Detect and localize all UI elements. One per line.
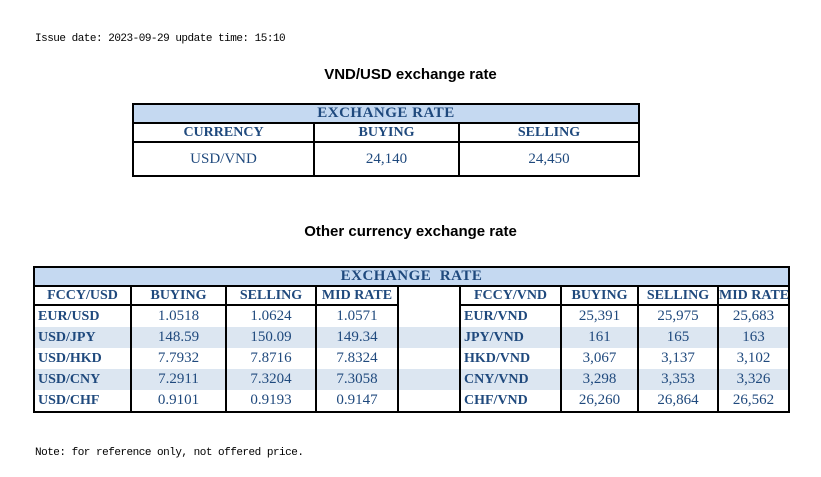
usd-vnd-rate-table: EXCHANGE RATE CURRENCY BUYING SELLING US… bbox=[132, 103, 640, 177]
gap-cell bbox=[397, 327, 461, 348]
issue-date-line: Issue date: 2023-09-29 update time: 15:1… bbox=[35, 33, 286, 45]
table-row: USD/CNY 7.2911 7.3204 7.3058 CNY/VND 3,2… bbox=[33, 369, 791, 390]
currency-pair-cell: USD/HKD bbox=[33, 348, 132, 369]
column-header-selling: SELLING bbox=[458, 122, 640, 143]
buying-rate-cell: 7.2911 bbox=[130, 369, 227, 390]
table-row: USD/JPY 148.59 150.09 149.34 JPY/VND 161… bbox=[33, 327, 791, 348]
currency-pair-cell: USD/CHF bbox=[33, 390, 132, 412]
mid-rate-cell: 163 bbox=[716, 327, 791, 348]
note-line: Note: for reference only, not offered pr… bbox=[35, 447, 304, 459]
table-row: USD/CHF 0.9101 0.9193 0.9147 CHF/VND 26,… bbox=[33, 390, 791, 412]
selling-rate-cell: 7.8716 bbox=[225, 348, 317, 369]
mid-rate-cell: 7.3058 bbox=[315, 369, 399, 390]
buying-rate-cell: 26,260 bbox=[560, 390, 639, 412]
selling-rate-cell: 7.3204 bbox=[225, 369, 317, 390]
column-header-selling-right: SELLING bbox=[637, 286, 719, 306]
currency-pair-cell: EUR/USD bbox=[33, 305, 132, 327]
mid-rate-cell: 26,562 bbox=[716, 390, 791, 412]
column-header-selling-left: SELLING bbox=[225, 286, 317, 306]
currency-pair-cell: USD/CNY bbox=[33, 369, 132, 390]
buying-rate-cell: 24,140 bbox=[313, 141, 460, 177]
buying-rate-cell: 161 bbox=[560, 327, 639, 348]
selling-rate-cell: 0.9193 bbox=[225, 390, 317, 412]
column-header-midrate-right: MID RATE bbox=[716, 286, 791, 306]
table-row: USD/HKD 7.7932 7.8716 7.8324 HKD/VND 3,0… bbox=[33, 348, 791, 369]
mid-rate-cell: 1.0571 bbox=[315, 305, 399, 327]
currency-pair-cell: JPY/VND bbox=[459, 327, 562, 348]
buying-rate-cell: 1.0518 bbox=[130, 305, 227, 327]
gap-cell bbox=[397, 369, 461, 390]
exchange-rate-banner: EXCHANGE RATE bbox=[132, 103, 640, 124]
mid-rate-cell: 0.9147 bbox=[315, 390, 399, 412]
gap-cell bbox=[397, 348, 461, 369]
exchange-rate-banner: EXCHANGE RATE bbox=[32, 267, 791, 287]
buying-rate-cell: 3,298 bbox=[560, 369, 639, 390]
selling-rate-cell: 165 bbox=[637, 327, 719, 348]
selling-rate-cell: 3,137 bbox=[637, 348, 719, 369]
currency-pair-cell: USD/JPY bbox=[33, 327, 132, 348]
currency-pair-cell: CNY/VND bbox=[459, 369, 562, 390]
currency-pair-cell: USD/VND bbox=[132, 141, 315, 177]
gap-cell bbox=[397, 286, 461, 305]
mid-rate-cell: 3,102 bbox=[716, 348, 791, 369]
currency-pair-cell: CHF/VND bbox=[459, 390, 562, 412]
column-header-row: CURRENCY BUYING SELLING bbox=[132, 122, 640, 143]
selling-rate-cell: 1.0624 bbox=[225, 305, 317, 327]
selling-rate-cell: 3,353 bbox=[637, 369, 719, 390]
column-header-buying-right: BUYING bbox=[560, 286, 639, 306]
column-header-row: FCCY/USD BUYING SELLING MID RATE FCCY/VN… bbox=[33, 286, 791, 306]
vnd-usd-section-title: VND/USD exchange rate bbox=[324, 66, 497, 83]
buying-rate-cell: 25,391 bbox=[560, 305, 639, 327]
other-currency-rate-table: EXCHANGE RATE FCCY/USD BUYING SELLING MI… bbox=[32, 266, 791, 413]
buying-rate-cell: 7.7932 bbox=[130, 348, 227, 369]
column-header-buying: BUYING bbox=[313, 122, 460, 143]
currency-pair-cell: HKD/VND bbox=[459, 348, 562, 369]
buying-rate-cell: 3,067 bbox=[560, 348, 639, 369]
column-header-midrate-left: MID RATE bbox=[315, 286, 399, 306]
column-header-buying-left: BUYING bbox=[130, 286, 227, 306]
table-row: EUR/USD 1.0518 1.0624 1.0571 EUR/VND 25,… bbox=[33, 305, 791, 327]
table-title-row: EXCHANGE RATE bbox=[132, 103, 640, 124]
selling-rate-cell: 25,975 bbox=[637, 305, 719, 327]
other-currency-section-title: Other currency exchange rate bbox=[304, 223, 517, 240]
column-header-currency: CURRENCY bbox=[132, 122, 315, 143]
gap-cell bbox=[397, 390, 461, 412]
table-title-row: EXCHANGE RATE bbox=[32, 267, 791, 287]
column-header-fccy-usd: FCCY/USD bbox=[33, 286, 132, 306]
mid-rate-cell: 25,683 bbox=[716, 305, 791, 327]
selling-rate-cell: 24,450 bbox=[458, 141, 640, 177]
selling-rate-cell: 150.09 bbox=[225, 327, 317, 348]
buying-rate-cell: 0.9101 bbox=[130, 390, 227, 412]
mid-rate-cell: 149.34 bbox=[315, 327, 399, 348]
mid-rate-cell: 3,326 bbox=[716, 369, 791, 390]
column-header-fccy-vnd: FCCY/VND bbox=[459, 286, 562, 306]
currency-pair-cell: EUR/VND bbox=[459, 305, 562, 327]
gap-cell bbox=[397, 305, 461, 327]
buying-rate-cell: 148.59 bbox=[130, 327, 227, 348]
selling-rate-cell: 26,864 bbox=[637, 390, 719, 412]
mid-rate-cell: 7.8324 bbox=[315, 348, 399, 369]
table-row: USD/VND 24,140 24,450 bbox=[132, 141, 640, 177]
